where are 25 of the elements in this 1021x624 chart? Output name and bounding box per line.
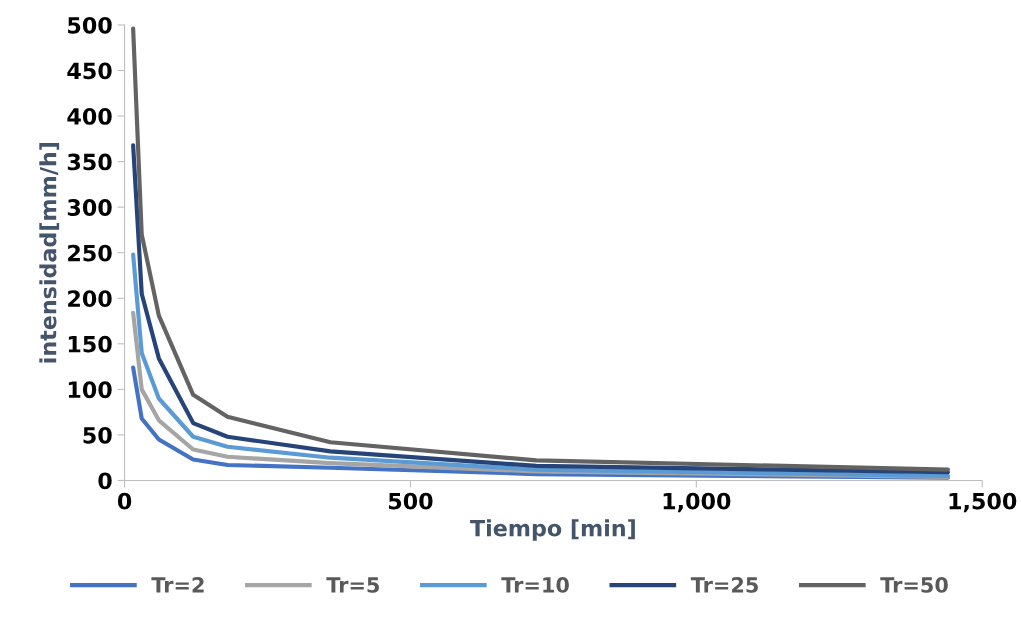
legend-label: Tr=10 (501, 577, 569, 593)
y-tick-label: 50 (83, 426, 112, 444)
y-tick-label: 100 (68, 381, 112, 399)
legend-label: Tr=50 (880, 577, 948, 593)
line-series (131, 252, 950, 479)
line-series (131, 143, 950, 475)
y-tick-label: 200 (68, 290, 112, 308)
y-tick-label: 500 (68, 16, 112, 34)
y-tick-label: 400 (67, 108, 112, 125)
legend-label: Tr=2 (151, 577, 204, 593)
legend-label: Tr=5 (326, 577, 379, 593)
line-series (131, 26, 950, 472)
y-tick-label: 350 (67, 153, 112, 171)
legend-label: Tr=25 (690, 577, 758, 593)
y-tick-label: 450 (67, 62, 112, 80)
x-axis-title: Tiempo [min] (470, 519, 635, 541)
y-tick-label: 250 (68, 244, 112, 262)
y-tick-label: 300 (67, 199, 112, 216)
x-tick-label: 500 (388, 492, 433, 510)
x-tick-label: 1,000 (663, 492, 731, 513)
y-tick-label: 150 (68, 335, 112, 353)
x-tick-label: 0 (117, 492, 132, 510)
y-axis-title: intensidad[mm/h] (39, 143, 60, 363)
y-tick-label: 0 (98, 472, 112, 490)
x-tick-label: 1,500 (949, 492, 1017, 513)
